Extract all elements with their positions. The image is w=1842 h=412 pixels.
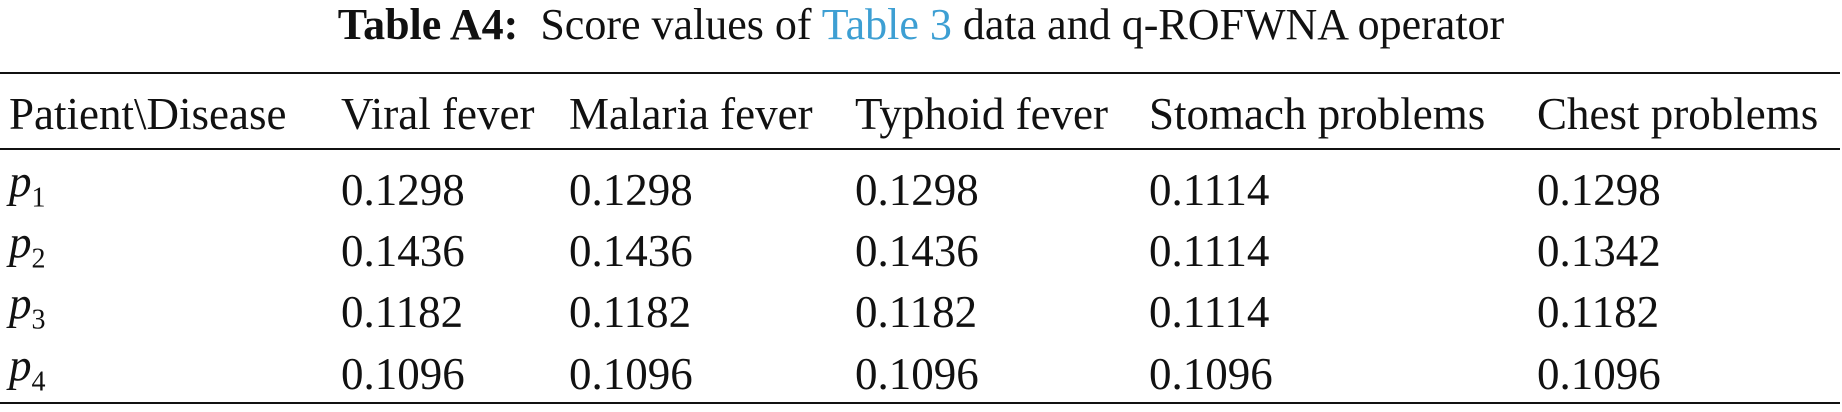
header-cell: Malaria fever <box>569 89 813 139</box>
patient-index: 3 <box>31 304 46 336</box>
patient-symbol: p4 <box>9 340 46 398</box>
score-cell: 0.1298 <box>1537 165 1661 215</box>
header-cell: Viral fever <box>341 89 535 139</box>
patient-symbol: p1 <box>9 156 46 214</box>
caption-text: data and q-ROFWNA operator <box>962 0 1505 49</box>
score-cell: 0.1436 <box>855 226 979 276</box>
score-cell: 0.1114 <box>1149 287 1270 337</box>
patient-index: 1 <box>31 182 46 214</box>
header-cell: Stomach problems <box>1149 89 1486 139</box>
caption-text: Score values of <box>540 0 812 49</box>
score-cell: 0.1342 <box>1537 226 1661 276</box>
score-cell: 0.1436 <box>341 226 465 276</box>
score-cell: 0.1182 <box>1537 287 1660 337</box>
table-caption: Table A4: Score values of Table 3 data a… <box>0 0 1842 50</box>
header-cell: Chest problems <box>1537 89 1819 139</box>
score-cell: 0.1182 <box>569 287 692 337</box>
score-cell: 0.1436 <box>569 226 693 276</box>
patient-symbol: p2 <box>9 217 46 275</box>
score-cell: 0.1096 <box>569 349 693 399</box>
score-cell: 0.1096 <box>1537 349 1661 399</box>
caption-label: Table A4: <box>337 0 519 49</box>
patient-index: 2 <box>31 243 46 275</box>
header-rule <box>0 148 1840 150</box>
caption-link[interactable]: Table 3 <box>821 0 952 49</box>
header-cell: Typhoid fever <box>855 89 1109 139</box>
score-cell: 0.1298 <box>341 165 465 215</box>
header-cell: Patient\Disease <box>9 89 287 139</box>
patient-symbol: p3 <box>9 278 46 336</box>
score-cell: 0.1298 <box>855 165 979 215</box>
score-cell: 0.1096 <box>1149 349 1273 399</box>
score-cell: 0.1096 <box>855 349 979 399</box>
score-cell: 0.1114 <box>1149 165 1270 215</box>
score-cell: 0.1298 <box>569 165 693 215</box>
row-label: p1 <box>9 157 46 224</box>
top-rule <box>0 72 1840 74</box>
score-cell: 0.1114 <box>1149 226 1270 276</box>
row-label: p2 <box>9 218 46 285</box>
bottom-rule <box>0 402 1840 404</box>
row-label: p3 <box>9 279 46 346</box>
score-cell: 0.1182 <box>855 287 978 337</box>
row-label: p4 <box>9 341 46 408</box>
score-cell: 0.1182 <box>341 287 464 337</box>
patient-index: 4 <box>31 366 46 398</box>
score-cell: 0.1096 <box>341 349 465 399</box>
